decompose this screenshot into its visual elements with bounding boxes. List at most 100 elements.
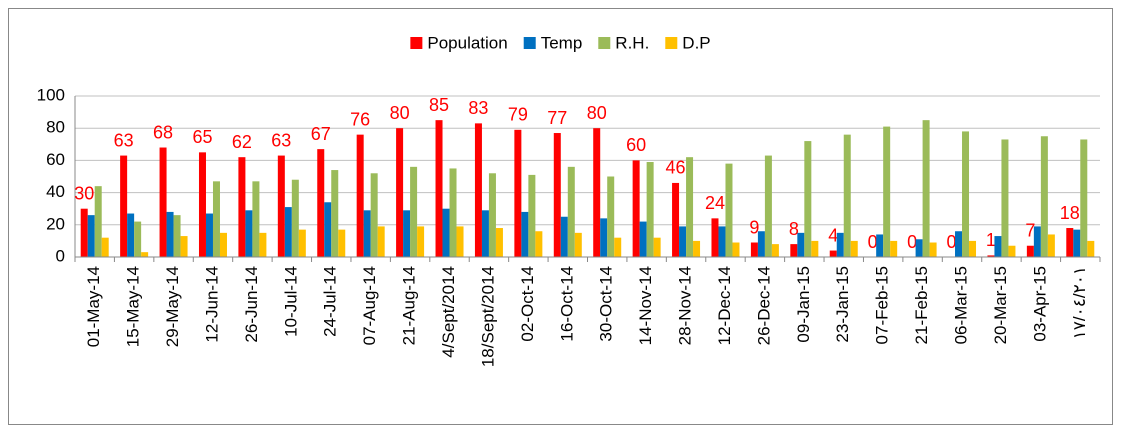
x-tick-label: 28-Nov-14 [676, 266, 695, 345]
bar [653, 237, 661, 257]
bar [535, 231, 543, 257]
data-label: 80 [390, 103, 410, 123]
bar [797, 232, 805, 257]
data-label: 46 [666, 158, 686, 178]
bar [607, 176, 615, 257]
legend-swatch [523, 37, 536, 49]
bar [987, 255, 995, 257]
bar [750, 242, 758, 257]
bar [693, 240, 701, 257]
data-label: 60 [626, 135, 646, 155]
bar [198, 152, 206, 257]
data-label: 85 [429, 95, 449, 115]
bar [962, 131, 970, 257]
bar [417, 226, 425, 257]
bar [672, 182, 680, 257]
x-tick-label: 24-Jul-14 [321, 266, 340, 337]
bar [238, 157, 246, 257]
bar [141, 252, 149, 257]
bar [1073, 229, 1081, 257]
x-tick-label: 23-Jan-15 [833, 266, 852, 343]
bar [338, 229, 346, 257]
data-label: 65 [192, 127, 212, 147]
data-label: 8 [789, 219, 799, 239]
bar [915, 239, 923, 257]
data-label: 18 [1060, 203, 1080, 223]
legend-swatch [598, 37, 611, 49]
bar [843, 134, 851, 257]
x-tick-label: 30-Oct-14 [597, 266, 616, 342]
bar [291, 179, 299, 257]
bar [166, 211, 174, 257]
data-label: 30 [74, 183, 94, 203]
bar [969, 240, 977, 257]
bar [252, 181, 260, 257]
bar [890, 240, 898, 257]
legend: Population Temp R.H. D.P [410, 33, 711, 52]
x-tick-label: 21-Feb-15 [912, 266, 931, 344]
x-tick-label: 12-Jun-14 [202, 266, 221, 343]
data-label: 0 [907, 232, 917, 252]
bar [205, 213, 213, 257]
bar [449, 168, 457, 257]
bar [219, 232, 227, 257]
bar [876, 234, 884, 257]
bar [94, 186, 102, 257]
bar [1087, 240, 1095, 257]
bar [1008, 245, 1016, 257]
bar [646, 162, 654, 257]
bar [356, 134, 364, 257]
data-label: 80 [587, 103, 607, 123]
x-tick-label: 26-Dec-14 [754, 266, 773, 345]
x-tick-label: 01-May-14 [84, 266, 103, 347]
data-label: 1 [986, 230, 996, 250]
bar [850, 240, 858, 257]
bar [212, 181, 220, 257]
bar [101, 237, 109, 257]
data-label: 4 [828, 225, 838, 245]
data-label: 79 [508, 105, 528, 125]
bar [298, 229, 306, 257]
bar [528, 174, 536, 257]
bar [955, 231, 963, 257]
data-label: 0 [868, 232, 878, 252]
bar [804, 141, 812, 257]
y-tick-label: 60 [46, 150, 65, 169]
bar [553, 133, 561, 257]
x-tick-label: 02-Oct-14 [518, 266, 537, 342]
bar [277, 155, 285, 257]
bar [593, 128, 601, 257]
x-tick-label: 29-May-14 [163, 266, 182, 347]
legend-swatch [410, 37, 423, 49]
x-tick-label: 26-Jun-14 [242, 266, 261, 343]
bar [639, 221, 647, 257]
bar [632, 160, 640, 257]
bar [284, 207, 292, 257]
data-label: 77 [547, 108, 567, 128]
bar [521, 211, 529, 257]
bar [87, 215, 95, 257]
x-tick-label: 21-Aug-14 [400, 266, 419, 345]
bar [922, 120, 930, 258]
data-label: 76 [350, 109, 370, 129]
legend-label: D.P [682, 33, 710, 52]
legend-label: Population [427, 33, 507, 52]
data-label: 68 [153, 122, 173, 142]
x-tick-label: 07-Aug-14 [360, 266, 379, 345]
bar [120, 155, 128, 257]
bar [488, 173, 496, 257]
x-tick-label: 15-May-14 [124, 266, 143, 347]
x-tick-label: 4/Sept/2014 [439, 266, 458, 358]
bar [180, 236, 188, 257]
bar [403, 210, 411, 257]
bar [711, 218, 719, 257]
bar [495, 228, 503, 257]
x-tick-label: 16-Oct-14 [557, 266, 576, 342]
bar [1047, 234, 1055, 257]
bar [80, 208, 88, 257]
bar [514, 129, 522, 257]
bar [474, 123, 482, 258]
bar [929, 242, 937, 257]
legend-label: R.H. [615, 33, 649, 52]
